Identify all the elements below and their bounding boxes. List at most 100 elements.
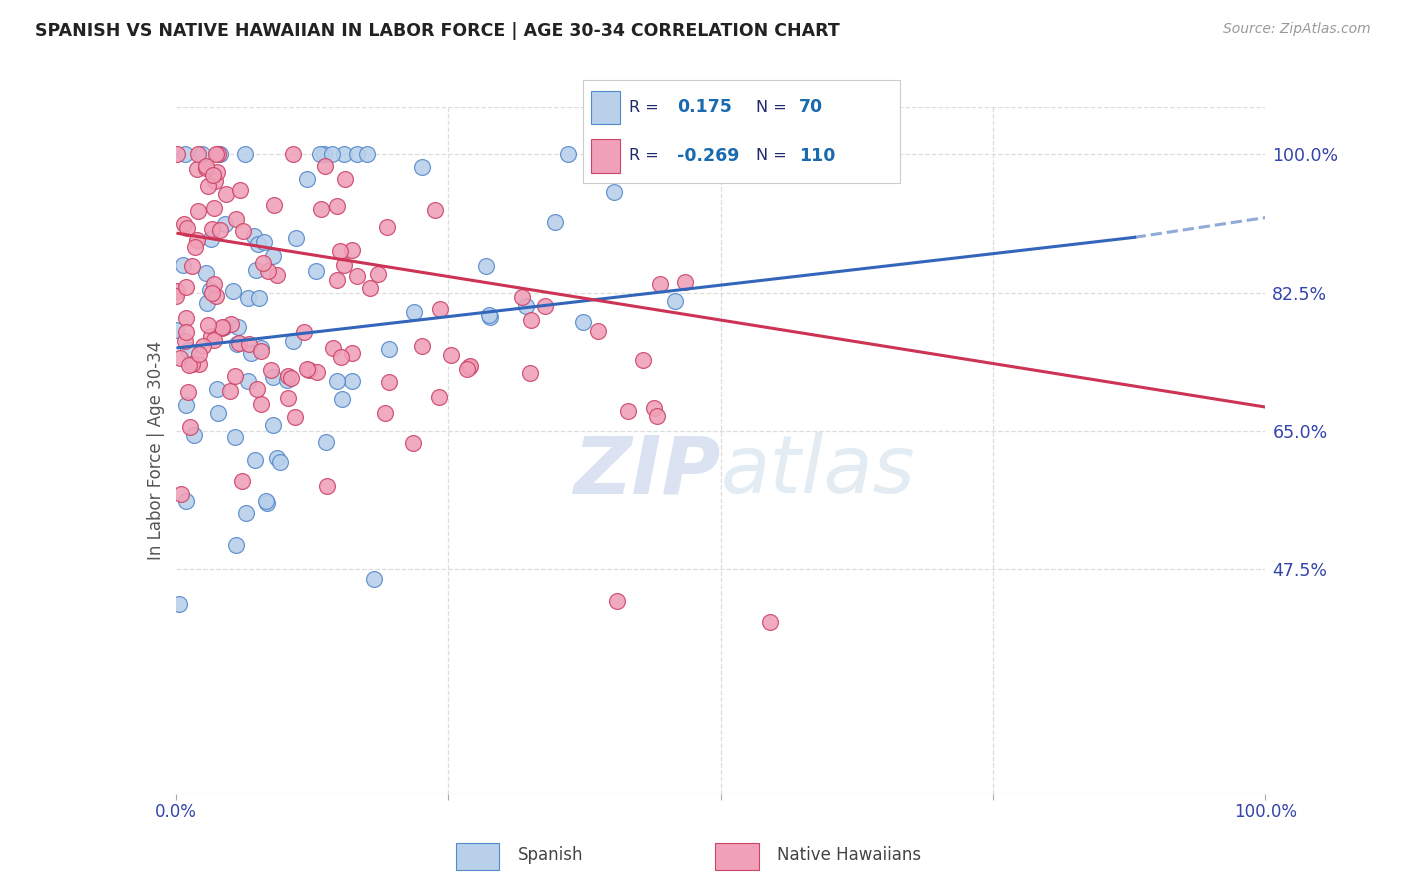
Point bbox=[207, 147, 229, 161]
Point bbox=[252, 256, 274, 270]
Point bbox=[269, 455, 291, 469]
Point bbox=[374, 406, 396, 420]
Point bbox=[520, 312, 543, 326]
Point bbox=[256, 496, 278, 510]
Point bbox=[277, 369, 299, 384]
Point bbox=[246, 383, 269, 397]
Point bbox=[169, 351, 191, 365]
Point bbox=[184, 240, 207, 254]
Point bbox=[377, 220, 399, 235]
Point bbox=[280, 371, 302, 385]
Point bbox=[314, 147, 336, 161]
Point bbox=[316, 479, 339, 493]
Point bbox=[326, 199, 349, 213]
Point bbox=[292, 325, 315, 339]
Point bbox=[402, 305, 425, 319]
Text: ZIP: ZIP bbox=[574, 432, 721, 510]
Point bbox=[643, 401, 665, 416]
Point bbox=[519, 366, 541, 380]
Point bbox=[262, 249, 284, 263]
Point bbox=[326, 273, 349, 287]
Point bbox=[429, 390, 451, 404]
Point bbox=[333, 258, 356, 272]
Point bbox=[378, 375, 401, 389]
Point bbox=[606, 594, 628, 608]
Point bbox=[191, 147, 214, 161]
Point bbox=[204, 289, 226, 303]
Point bbox=[250, 344, 273, 359]
Point bbox=[456, 362, 478, 376]
Point bbox=[309, 147, 332, 161]
Point bbox=[367, 267, 389, 281]
Point bbox=[202, 277, 225, 291]
Point bbox=[515, 300, 537, 314]
Bar bbox=[592, 139, 620, 173]
Point bbox=[186, 233, 208, 247]
Point bbox=[356, 147, 378, 161]
Point bbox=[266, 268, 288, 283]
Text: N =: N = bbox=[756, 148, 786, 163]
Point bbox=[215, 186, 238, 201]
Point bbox=[183, 427, 205, 442]
Point bbox=[170, 486, 193, 500]
Point bbox=[207, 406, 229, 420]
Point bbox=[254, 494, 277, 508]
Point bbox=[479, 310, 502, 324]
Text: R =: R = bbox=[630, 148, 659, 163]
Text: Spanish: Spanish bbox=[517, 846, 583, 863]
Point bbox=[305, 263, 328, 277]
Point bbox=[263, 198, 285, 212]
Point bbox=[603, 185, 626, 199]
Point bbox=[212, 320, 235, 334]
Point bbox=[474, 260, 496, 274]
Point bbox=[314, 159, 336, 173]
Point bbox=[194, 266, 217, 280]
Point bbox=[284, 409, 307, 424]
Point bbox=[225, 337, 247, 351]
Point bbox=[262, 418, 284, 433]
Point bbox=[209, 147, 232, 161]
Point bbox=[276, 373, 298, 387]
Point bbox=[229, 182, 252, 196]
Point bbox=[377, 342, 399, 356]
Text: -0.269: -0.269 bbox=[676, 146, 740, 165]
Point bbox=[205, 147, 228, 161]
Point bbox=[174, 398, 197, 412]
Point bbox=[181, 259, 204, 273]
Point bbox=[187, 204, 209, 219]
Bar bbox=[456, 843, 499, 870]
Point bbox=[205, 165, 228, 179]
Point bbox=[176, 325, 198, 339]
Point bbox=[214, 217, 236, 231]
Text: 100.0%: 100.0% bbox=[1234, 804, 1296, 822]
Point bbox=[235, 147, 257, 161]
Point bbox=[645, 409, 668, 423]
Point bbox=[211, 319, 233, 334]
Point bbox=[617, 404, 640, 418]
Point bbox=[225, 212, 247, 227]
Point bbox=[197, 318, 219, 333]
Point bbox=[194, 161, 217, 176]
Point bbox=[167, 597, 190, 611]
Point bbox=[247, 291, 270, 305]
Text: SPANISH VS NATIVE HAWAIIAN IN LABOR FORCE | AGE 30-34 CORRELATION CHART: SPANISH VS NATIVE HAWAIIAN IN LABOR FORC… bbox=[35, 22, 839, 40]
Point bbox=[411, 339, 433, 353]
Point bbox=[236, 374, 259, 388]
Point bbox=[200, 329, 222, 343]
Point bbox=[586, 324, 609, 338]
Point bbox=[284, 231, 307, 245]
Point bbox=[198, 284, 221, 298]
Point bbox=[173, 147, 195, 161]
Point bbox=[330, 392, 353, 407]
Text: R =: R = bbox=[630, 100, 659, 115]
Point bbox=[557, 147, 579, 161]
Point bbox=[188, 357, 211, 371]
Point bbox=[249, 341, 271, 355]
Point bbox=[346, 147, 368, 161]
Point bbox=[298, 363, 321, 377]
Point bbox=[202, 333, 225, 347]
Point bbox=[186, 162, 208, 177]
Point bbox=[243, 229, 266, 244]
Point bbox=[219, 384, 242, 398]
Point bbox=[224, 430, 246, 444]
